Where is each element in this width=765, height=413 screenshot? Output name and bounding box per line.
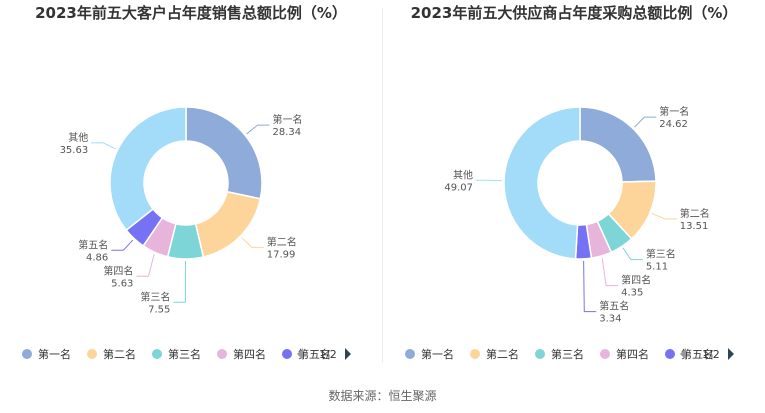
- slice-category-label: 第二名: [680, 207, 710, 220]
- legend-marker: [152, 349, 162, 359]
- slice-value-label: 5.63: [111, 278, 133, 289]
- legend-label: 第一名: [421, 347, 454, 361]
- slice-category-label: 第三名: [646, 248, 676, 261]
- triangle-left-icon[interactable]: [297, 348, 303, 360]
- legend-marker: [535, 349, 545, 359]
- legend-marker: [405, 349, 415, 359]
- legend-item[interactable]: 第五名: [665, 347, 714, 361]
- legend-label: 第三名: [551, 347, 584, 361]
- slice-category-label: 其他: [68, 131, 88, 144]
- slice-第一名[interactable]: [185, 106, 263, 200]
- legend-label: 第三名: [168, 347, 201, 361]
- supplier-chart-panel: 2023年前五大供应商占年度采购总额比例（%） 第一名 24.62 第二名 13.51…: [383, 0, 765, 375]
- customer-chart-panel: 2023年前五大客户占年度销售总额比例（%） 第一名 28.34 第二名 17.99 第…: [0, 0, 382, 375]
- leader-line: [634, 116, 657, 128]
- legend-marker: [22, 349, 32, 359]
- slice-value-label: 4.35: [621, 288, 643, 299]
- triangle-right-icon[interactable]: [345, 348, 351, 360]
- slice-value-label: 49.07: [444, 182, 473, 193]
- legend-marker: [217, 349, 227, 359]
- slice-category-label: 第二名: [267, 235, 297, 248]
- slice-value-label: 5.11: [646, 262, 668, 273]
- legend-marker: [87, 349, 97, 359]
- legend-label: 第二名: [103, 347, 136, 361]
- slice-value-label: 17.99: [267, 249, 296, 260]
- leader-line: [583, 260, 597, 313]
- slice-category-label: 第一名: [659, 105, 689, 118]
- slice-其他[interactable]: [503, 106, 581, 260]
- leader-line: [173, 260, 186, 303]
- legend-item[interactable]: 第四名: [600, 347, 649, 361]
- legend-item[interactable]: 第一名: [405, 347, 454, 361]
- triangle-left-icon[interactable]: [680, 348, 686, 360]
- leader-line: [91, 142, 117, 150]
- slice-其他[interactable]: [109, 106, 187, 232]
- slice-value-label: 24.62: [659, 119, 688, 130]
- legend-marker: [600, 349, 610, 359]
- legend-marker: [665, 349, 675, 359]
- legend-page-indicator: 1/2: [319, 348, 337, 361]
- legend-item[interactable]: 第四名: [217, 347, 266, 361]
- slice-category-label: 第一名: [273, 113, 303, 126]
- triangle-right-icon[interactable]: [728, 348, 734, 360]
- chart-title: 2023年前五大客户占年度销售总额比例（%）: [35, 4, 347, 22]
- leader-line: [246, 124, 270, 135]
- slice-value-label: 7.55: [148, 304, 170, 315]
- slice-value-label: 4.86: [86, 252, 108, 263]
- slice-第一名[interactable]: [579, 106, 657, 183]
- legend-label: 第四名: [616, 347, 649, 361]
- leader-line: [136, 254, 155, 277]
- slice-value-label: 13.51: [680, 221, 709, 232]
- legend-item[interactable]: 第五名: [282, 347, 331, 361]
- legend-label: 第一名: [38, 347, 71, 361]
- legend-item[interactable]: 第二名: [87, 347, 136, 361]
- slice-第二名[interactable]: [194, 190, 262, 258]
- legend-page-indicator: 1/2: [702, 348, 720, 361]
- slice-category-label: 其他: [453, 168, 473, 181]
- legend-label: 第四名: [233, 347, 266, 361]
- legend-item[interactable]: 第二名: [470, 347, 519, 361]
- leader-line: [601, 257, 619, 287]
- slice-value-label: 28.34: [273, 127, 302, 138]
- leader-line: [651, 212, 677, 220]
- slice-category-label: 第四名: [103, 264, 133, 277]
- legend-marker: [470, 349, 480, 359]
- leader-line: [111, 239, 134, 251]
- slice-category-label: 第五名: [599, 300, 629, 313]
- data-source-note: 数据来源：恒生聚源: [328, 389, 437, 403]
- legend-label: 第五名: [298, 347, 331, 361]
- legend-label: 第二名: [486, 347, 519, 361]
- legend-item[interactable]: 第三名: [152, 347, 201, 361]
- slice-value-label: 35.63: [60, 145, 89, 156]
- slice-category-label: 第五名: [78, 238, 108, 251]
- slice-category-label: 第三名: [140, 290, 170, 303]
- slice-category-label: 第四名: [621, 274, 651, 287]
- slice-value-label: 3.34: [599, 314, 621, 325]
- leader-line: [241, 237, 264, 248]
- legend-item[interactable]: 第一名: [22, 347, 71, 361]
- legend-label: 第五名: [681, 347, 714, 361]
- panel-divider: [382, 8, 383, 363]
- legend-item[interactable]: 第三名: [535, 347, 584, 361]
- leader-line: [622, 247, 643, 261]
- legend-marker: [282, 349, 292, 359]
- chart-title: 2023年前五大供应商占年度采购总额比例（%）: [410, 4, 738, 22]
